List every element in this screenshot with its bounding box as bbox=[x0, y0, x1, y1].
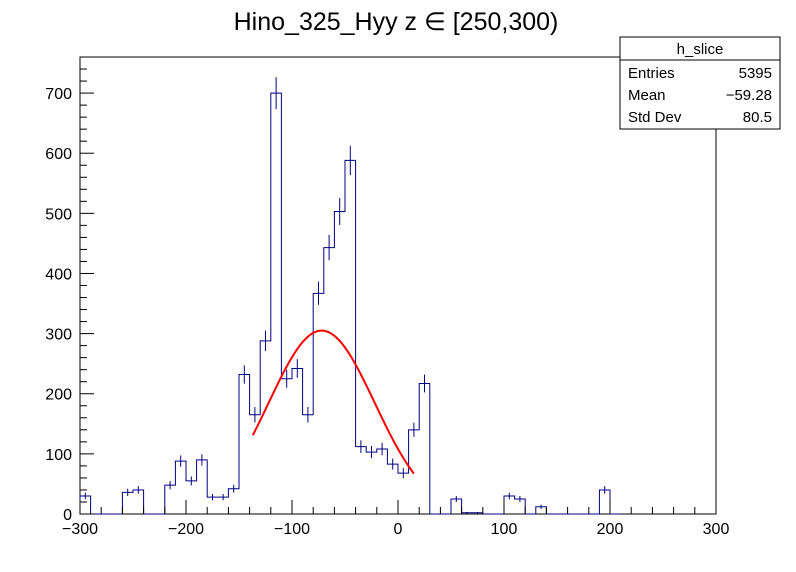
stats-mean-label: Mean bbox=[628, 87, 666, 104]
y-tick-label-0: 0 bbox=[63, 507, 72, 524]
x-tick-label-6: 300 bbox=[703, 521, 730, 538]
y-tick-label-5: 500 bbox=[45, 206, 72, 223]
stats-entries-value: 5395 bbox=[739, 65, 772, 82]
y-tick-label-2: 200 bbox=[45, 387, 72, 404]
x-tick-label-2: −100 bbox=[274, 521, 310, 538]
stats-mean-value: −59.28 bbox=[726, 87, 772, 104]
stats-stddev-value: 80.5 bbox=[743, 109, 772, 126]
histogram-layer bbox=[79, 77, 621, 515]
x-tick-label-3: 0 bbox=[394, 521, 403, 538]
x-tick-label-5: 200 bbox=[597, 521, 624, 538]
y-tick-label-1: 100 bbox=[45, 447, 72, 464]
stats-entries-label: Entries bbox=[628, 65, 675, 82]
fit-curve bbox=[251, 329, 415, 475]
stats-stddev-label: Std Dev bbox=[628, 109, 682, 126]
y-tick-label-3: 300 bbox=[45, 327, 72, 344]
chart-title: Hino_325_Hyy z ∈ [250,300) bbox=[234, 8, 559, 36]
stats-box-frame bbox=[619, 36, 781, 130]
fit-layer bbox=[251, 329, 415, 475]
axis-layer: −300 −200 −100 0 100 200 300 0 100 200 300 400 500 60… bbox=[45, 56, 730, 538]
y-tick-label-4: 400 bbox=[45, 266, 72, 283]
y-tick-label-6: 600 bbox=[45, 146, 72, 163]
x-tick-label-4: 100 bbox=[491, 521, 518, 538]
x-tick-label-0: −300 bbox=[62, 521, 98, 538]
y-tick-label-7: 700 bbox=[45, 86, 72, 103]
stats-box-title: h_slice bbox=[677, 41, 724, 58]
x-tick-label-1: −200 bbox=[168, 521, 204, 538]
stats-box: h_slice Entries 5395 Mean −59.28 Std Dev… bbox=[619, 36, 781, 130]
